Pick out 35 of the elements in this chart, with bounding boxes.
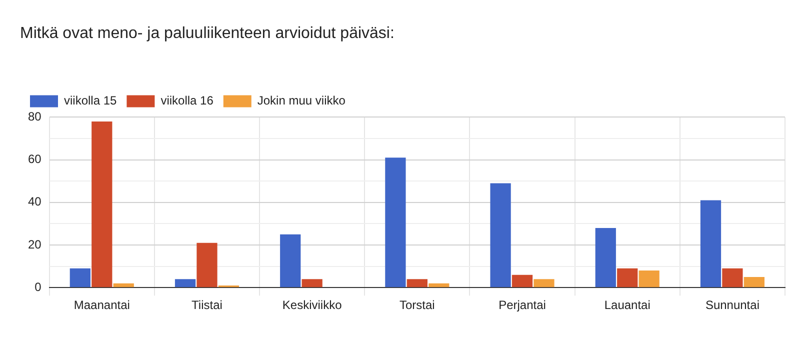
bar [744, 276, 764, 288]
bar [428, 283, 450, 288]
bar [174, 279, 196, 288]
legend-label: viikolla 15 [64, 94, 118, 108]
y-tick-label: 20 [28, 237, 42, 252]
bar [92, 121, 112, 288]
bar [113, 283, 134, 288]
x-tick-label: Tiistai [192, 298, 222, 312]
legend-label: viikolla 16 [160, 94, 214, 108]
bar [638, 270, 660, 288]
x-tick-label: Sunnuntai [705, 298, 760, 312]
legend-label: Jokin muu viikko [257, 94, 346, 108]
y-tick-label: 80 [28, 110, 42, 124]
bar [617, 268, 638, 288]
bar [722, 268, 743, 288]
x-tick-label: Torstai [400, 298, 435, 312]
bar [385, 158, 406, 288]
x-tick-label: Keskiviikko [282, 298, 342, 312]
bar [302, 279, 322, 288]
bar [280, 234, 301, 288]
y-tick-label: 0 [34, 280, 42, 294]
y-tick-label: 60 [28, 152, 42, 166]
bar [196, 242, 218, 288]
y-tick-label: 40 [28, 194, 42, 209]
bar [490, 183, 511, 288]
bar [70, 268, 90, 288]
bar [534, 279, 554, 288]
bar [595, 228, 616, 288]
bar [406, 279, 428, 288]
x-tick-label: Maanantai [74, 298, 130, 312]
bar [512, 274, 533, 288]
x-tick-label: Lauantai [604, 298, 650, 312]
x-tick-label: Perjantai [498, 298, 546, 312]
bar [700, 200, 722, 288]
chart-title: Mitkä ovat meno- ja paluuliikenteen arvioidut päiväsi: [20, 25, 394, 42]
